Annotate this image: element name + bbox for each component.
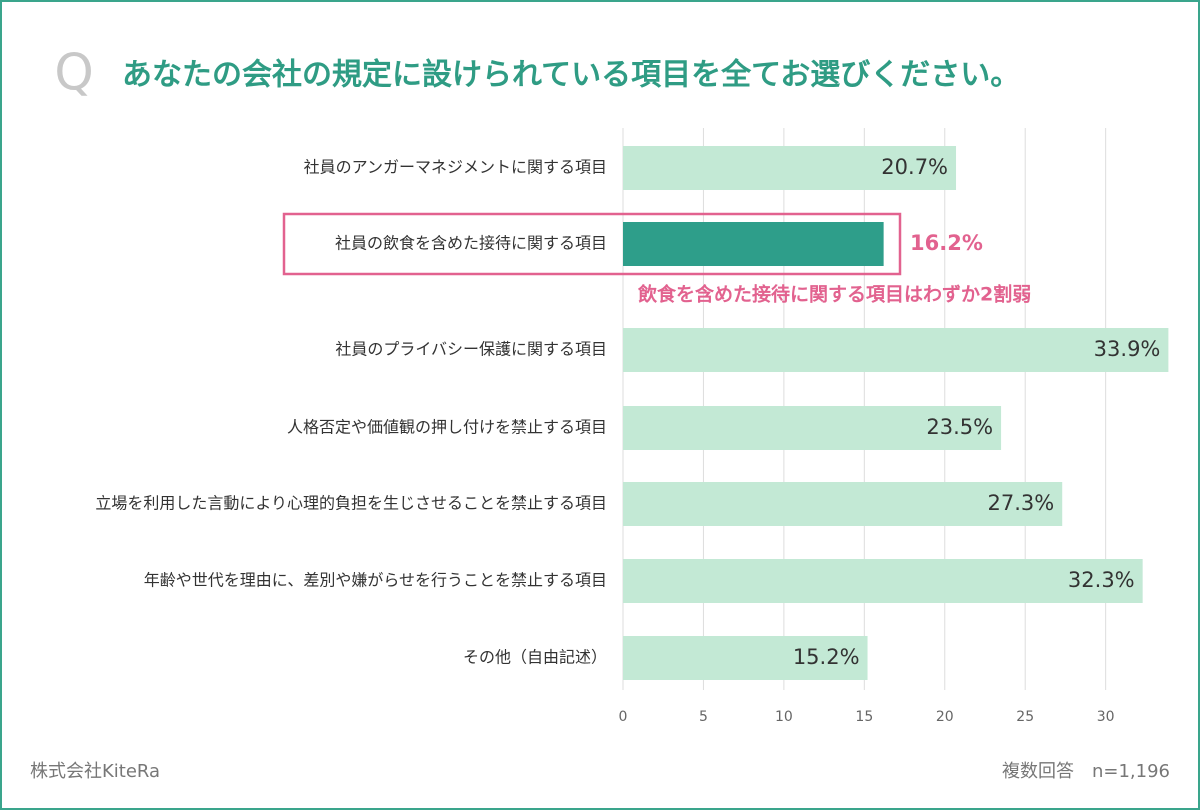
value-label: 27.3%	[987, 491, 1054, 515]
category-label: 人格否定や価値観の押し付けを禁止する項目	[287, 418, 607, 437]
q-mark: Q	[54, 44, 93, 102]
category-label: その他（自由記述）	[463, 648, 607, 667]
value-label: 32.3%	[1068, 568, 1135, 592]
x-tick-label: 25	[1016, 709, 1034, 725]
source: 株式会社KiteRa	[30, 761, 160, 782]
x-tick-label: 15	[855, 709, 873, 725]
bar	[623, 406, 1002, 450]
category-label: 社員のアンガーマネジメントに関する項目	[304, 158, 607, 177]
category-label: 社員の飲食を含めた接待に関する項目	[335, 234, 607, 253]
value-label: 16.2%	[910, 231, 983, 255]
highlight-box	[282, 212, 902, 276]
category-label: 社員のプライバシー保護に関する項目	[335, 340, 607, 359]
x-tick-label: 10	[775, 709, 793, 725]
value-label: 23.5%	[926, 415, 993, 439]
note: 複数回答 n=1,196	[1002, 761, 1170, 782]
bar	[623, 559, 1143, 603]
x-tick-label: 30	[1097, 709, 1115, 725]
x-tick-label: 0	[619, 709, 628, 725]
annotation: 飲食を含めた接待に関する項目はわずか2割弱	[637, 283, 1031, 306]
chart-title: あなたの会社の規定に設けられている項目を全てお選びください。	[122, 58, 1020, 93]
category-label: 立場を利用した言動により心理的負担を生じさせることを禁止する項目	[95, 494, 607, 513]
value-label: 20.7%	[881, 155, 948, 179]
bar	[623, 146, 957, 190]
bar	[623, 482, 1063, 526]
value-label: 33.9%	[1094, 337, 1161, 361]
x-tick-label: 5	[699, 709, 708, 725]
value-label: 15.2%	[793, 645, 860, 669]
bar	[623, 222, 884, 266]
bar	[623, 636, 868, 680]
bar	[623, 328, 1169, 372]
category-label: 年齢や世代を理由に、差別や嫌がらせを行うことを禁止する項目	[144, 571, 607, 590]
x-tick-label: 20	[936, 709, 954, 725]
